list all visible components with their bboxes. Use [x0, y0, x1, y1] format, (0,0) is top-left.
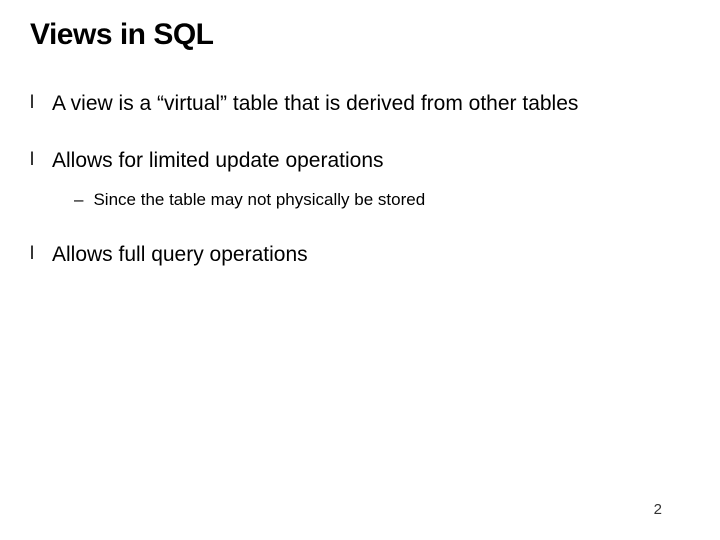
bullet-marker-icon: l — [30, 241, 34, 266]
sub-bullet-text: Since the table may not physically be st… — [93, 189, 425, 211]
slide-title: Views in SQL — [30, 18, 690, 52]
bullet-item: l Allows full query operations — [30, 241, 690, 268]
bullet-list: l A view is a “virtual” table that is de… — [30, 90, 690, 268]
bullet-item: l Allows for limited update operations — [30, 147, 690, 174]
slide-container: Views in SQL l A view is a “virtual” tab… — [0, 0, 720, 540]
sub-bullet-list: – Since the table may not physically be … — [74, 189, 690, 211]
page-number: 2 — [654, 501, 662, 518]
bullet-marker-icon: l — [30, 147, 34, 172]
bullet-marker-icon: l — [30, 90, 34, 115]
bullet-text: Allows for limited update operations — [52, 147, 384, 174]
bullet-text: Allows full query operations — [52, 241, 308, 268]
sub-bullet-item: – Since the table may not physically be … — [74, 189, 690, 211]
bullet-text: A view is a “virtual” table that is deri… — [52, 90, 578, 117]
sub-bullet-marker-icon: – — [74, 189, 83, 211]
bullet-item: l A view is a “virtual” table that is de… — [30, 90, 690, 117]
